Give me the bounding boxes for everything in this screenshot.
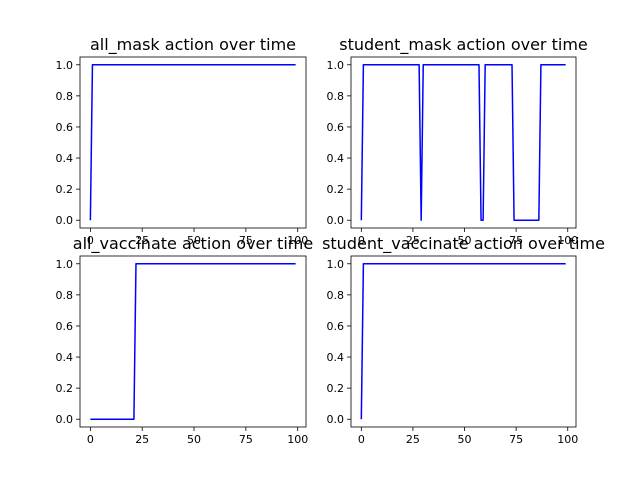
chart-3-y-tick-label-0: 0.0 [56,413,74,426]
chart-4-plot-area [351,256,576,427]
chart-1-x-tick-label-75: 75 [239,234,253,247]
chart-4-y-tick-label-5: 1.0 [327,258,345,271]
chart-2-x-tick-label-0: 0 [358,234,365,247]
chart-1-x-tick-label-0: 0 [87,234,94,247]
chart-2-plot-area [351,57,576,228]
chart-4-x-tick-label-50: 50 [458,433,472,446]
chart-3-y-tick-label-3: 0.6 [56,320,74,333]
chart-1-axes-frame [79,56,307,229]
chart-2-x-tick-label-100: 100 [557,234,578,247]
chart-1-x-tick-label-100: 100 [287,234,308,247]
chart-4-y-tick-label-4: 0.8 [327,289,345,302]
chart-3-y-tick-label-1: 0.2 [56,382,74,395]
chart-4-axes-frame [350,255,577,428]
chart-3-x-tick-label-0: 0 [87,433,94,446]
chart-1-title: all_mask action over time [90,35,296,55]
chart-3-title: all_vaccinate action over time [73,234,313,254]
chart-2-title: student_mask action over time [339,35,588,55]
chart-3-axes-frame [79,255,307,428]
chart-3-x-tick-label-25: 25 [135,433,149,446]
chart-1-plot-area [80,57,306,228]
chart-3-x-tick-label-100: 100 [287,433,308,446]
chart-4-series-1-line [360,263,566,420]
chart-2-y-tick-label-4: 0.8 [327,90,345,103]
chart-2-y-tick-label-1: 0.2 [327,183,345,196]
chart-4-x-tick-label-25: 25 [406,433,420,446]
chart-2-series-1-line [360,64,566,221]
chart-3-x-tick-label-50: 50 [187,433,201,446]
chart-4-x-tick-label-100: 100 [557,433,578,446]
chart-3-x-tick-label-75: 75 [239,433,253,446]
chart-1-x-tick-label-50: 50 [187,234,201,247]
chart-2-x-tick-label-25: 25 [406,234,420,247]
chart-2-y-tick-label-5: 1.0 [327,59,345,72]
chart-2-x-tick-label-50: 50 [458,234,472,247]
chart-3-y-tick-label-5: 1.0 [56,258,74,271]
chart-2-axes-frame [350,56,577,229]
chart-2-y-tick-label-2: 0.4 [327,152,345,165]
chart-1-y-tick-label-3: 0.6 [56,121,74,134]
chart-1-y-tick-label-0: 0.0 [56,214,74,227]
chart-3-y-tick-label-4: 0.8 [56,289,74,302]
chart-4-y-tick-label-2: 0.4 [327,351,345,364]
chart-4-y-tick-label-1: 0.2 [327,382,345,395]
chart-1-y-tick-label-2: 0.4 [56,152,74,165]
chart-4-title: student_vaccinate action over time [322,234,605,254]
chart-1-series-1-line [89,64,296,221]
chart-2-y-tick-label-0: 0.0 [327,214,345,227]
chart-2-x-tick-label-75: 75 [509,234,523,247]
chart-1-y-tick-label-5: 1.0 [56,59,74,72]
chart-4-y-tick-label-0: 0.0 [327,413,345,426]
chart-3-y-tick-label-2: 0.4 [56,351,74,364]
chart-1-x-tick-label-25: 25 [135,234,149,247]
chart-2-y-tick-label-3: 0.6 [327,121,345,134]
chart-3-plot-area [80,256,306,427]
chart-1-y-tick-label-1: 0.2 [56,183,74,196]
chart-4-x-tick-label-0: 0 [358,433,365,446]
chart-4-y-tick-label-3: 0.6 [327,320,345,333]
chart-3-series-1-line [90,263,296,420]
chart-1-y-tick-label-4: 0.8 [56,90,74,103]
chart-4-x-tick-label-75: 75 [509,433,523,446]
